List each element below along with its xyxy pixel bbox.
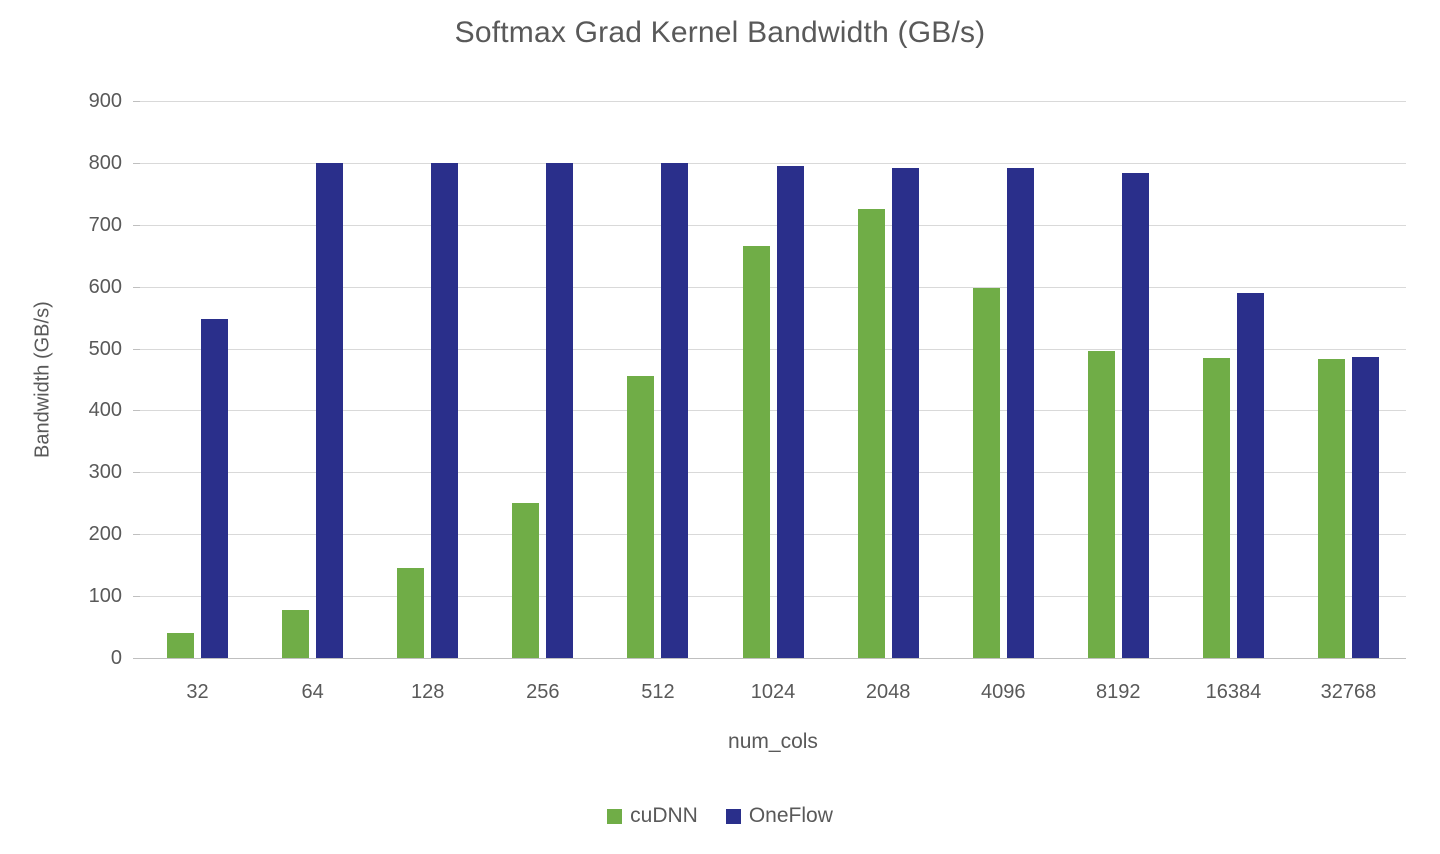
bar-cuDNN-64 xyxy=(282,610,309,658)
bar-OneFlow-2048 xyxy=(892,168,919,658)
y-tick-mark xyxy=(133,658,140,659)
gridline xyxy=(140,349,1406,350)
y-tick-label: 700 xyxy=(88,214,122,236)
legend-entry-cuDNN: cuDNN xyxy=(607,804,698,828)
x-tick-label: 1024 xyxy=(750,681,796,703)
bar-cuDNN-128 xyxy=(397,568,424,658)
bar-OneFlow-64 xyxy=(316,163,343,658)
x-tick-label: 2048 xyxy=(865,681,911,703)
chart-title: Softmax Grad Kernel Bandwidth (GB/s) xyxy=(454,16,986,49)
legend-label-OneFlow: OneFlow xyxy=(748,804,833,827)
bar-cuDNN-1024 xyxy=(743,246,770,658)
gridline xyxy=(140,287,1406,288)
y-axis-title: Bandwidth (GB/s) xyxy=(31,301,54,458)
y-tick-label: 200 xyxy=(88,523,122,545)
bar-cuDNN-16384 xyxy=(1203,358,1230,658)
y-tick-mark xyxy=(133,534,140,535)
x-tick-label: 512 xyxy=(641,681,675,703)
legend-entry-OneFlow: OneFlow xyxy=(725,804,833,828)
x-tick-label: 256 xyxy=(526,681,560,703)
y-tick-mark xyxy=(133,596,140,597)
y-tick-mark xyxy=(133,287,140,288)
y-tick-label: 100 xyxy=(88,585,122,607)
y-tick-label: 900 xyxy=(88,90,122,112)
bar-cuDNN-2048 xyxy=(858,209,885,658)
bar-cuDNN-256 xyxy=(512,503,539,658)
bar-OneFlow-1024 xyxy=(777,166,804,658)
x-tick-label: 64 xyxy=(301,681,324,703)
chart-legend: cuDNN OneFlow xyxy=(0,804,1440,828)
x-axis-tick-labels: 32 64 128 256 512 1024 2048 4096 8192 16384 32768 xyxy=(140,681,1406,707)
x-axis-title: num_cols xyxy=(728,730,818,753)
y-tick-mark xyxy=(133,410,140,411)
y-tick-label: 400 xyxy=(88,399,122,421)
y-tick-mark xyxy=(133,163,140,164)
bar-cuDNN-32 xyxy=(167,633,194,658)
x-tick-label: 32768 xyxy=(1320,681,1377,703)
plot-area: 0 100 200 300 400 500 600 700 800 900 xyxy=(89,90,1406,669)
bar-cuDNN-32768 xyxy=(1318,359,1345,658)
x-tick-label: 32 xyxy=(186,681,209,703)
gridline xyxy=(140,101,1406,102)
x-axis-line xyxy=(140,658,1406,659)
x-tick-label: 16384 xyxy=(1205,681,1262,703)
bar-OneFlow-256 xyxy=(546,163,573,658)
gridline xyxy=(140,163,1406,164)
y-tick-mark xyxy=(133,349,140,350)
y-tick-label: 300 xyxy=(88,461,122,483)
y-tick-label: 0 xyxy=(110,647,122,669)
gridline xyxy=(140,410,1406,411)
bar-cuDNN-4096 xyxy=(973,288,1000,658)
bar-cuDNN-512 xyxy=(627,376,654,658)
x-tick-label: 4096 xyxy=(980,681,1026,703)
bar-OneFlow-512 xyxy=(661,163,688,658)
legend-swatch-cuDNN xyxy=(607,808,623,824)
gridline xyxy=(140,225,1406,226)
y-tick-mark xyxy=(133,101,140,102)
gridline xyxy=(140,534,1406,535)
bar-OneFlow-32 xyxy=(201,319,228,658)
x-tick-label: 8192 xyxy=(1096,681,1141,703)
gridline xyxy=(140,472,1406,473)
y-tick-mark xyxy=(133,472,140,473)
bar-OneFlow-16384 xyxy=(1237,293,1264,658)
y-tick-label: 600 xyxy=(88,276,122,298)
bar-OneFlow-32768 xyxy=(1352,357,1379,658)
x-tick-label: 128 xyxy=(411,681,445,703)
legend-swatch-OneFlow xyxy=(725,808,741,824)
bar-cuDNN-8192 xyxy=(1088,351,1115,658)
gridline xyxy=(140,596,1406,597)
legend-label-cuDNN: cuDNN xyxy=(630,804,698,827)
bar-OneFlow-4096 xyxy=(1007,168,1034,658)
y-tick-mark xyxy=(133,225,140,226)
y-tick-label: 800 xyxy=(88,152,122,174)
bar-OneFlow-128 xyxy=(431,163,458,658)
bar-OneFlow-8192 xyxy=(1122,173,1149,658)
y-tick-label: 500 xyxy=(88,338,122,360)
